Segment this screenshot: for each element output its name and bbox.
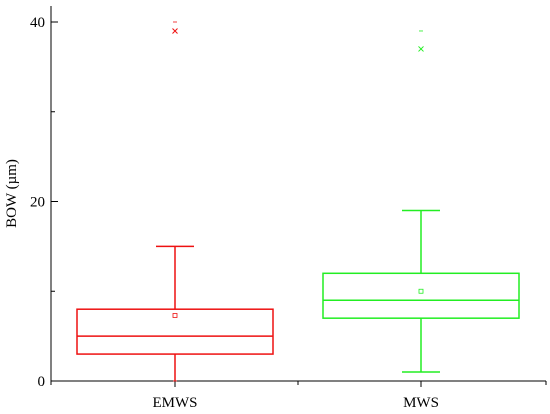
mean-marker (418, 288, 424, 294)
box-emws (76, 21, 274, 382)
box-series (76, 21, 520, 382)
axis-labels: 0 20 40 EMWS MWS BOW (µm) (4, 15, 439, 411)
x-tick-label: EMWS (153, 395, 198, 411)
box-mws (322, 30, 520, 373)
iqr-box (76, 308, 274, 355)
axes (50, 6, 547, 387)
x-tick-label: MWS (403, 395, 439, 411)
outlier-x-marker (172, 28, 178, 34)
iqr-box (322, 272, 520, 319)
y-tick-label: 0 (38, 374, 46, 390)
y-tick-label: 20 (30, 195, 45, 211)
mean-marker (172, 313, 178, 318)
outlier-x-marker (418, 46, 424, 52)
y-axis-title: BOW (µm) (4, 159, 20, 228)
y-tick-label: 40 (30, 15, 45, 31)
